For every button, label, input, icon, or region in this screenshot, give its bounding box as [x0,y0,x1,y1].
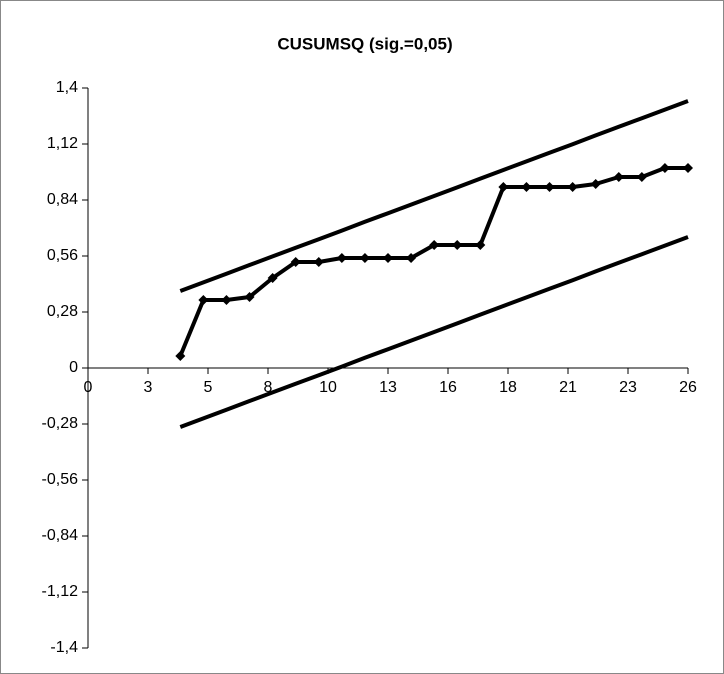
x-tick-label: 13 [379,379,397,396]
x-tick-label: 21 [559,379,577,396]
y-tick-label: -1,4 [50,639,78,656]
marker [544,182,555,192]
x-tick-label: 10 [319,379,337,396]
marker [475,240,486,250]
x-tick-label: 3 [144,379,153,396]
marker [221,295,232,305]
marker [383,253,393,263]
marker [406,253,417,263]
marker [429,240,440,250]
y-tick-label: -0,84 [42,527,79,544]
x-tick-label: 8 [264,379,273,396]
y-tick-label: 0,56 [47,247,78,264]
series-line [179,235,689,429]
marker [244,292,255,302]
marker [659,163,670,173]
marker [567,182,578,192]
marker [290,257,301,267]
y-tick-label: -1,12 [42,583,79,600]
y-tick-label: 0,84 [47,191,78,208]
y-tick-label: 0,28 [47,303,78,320]
x-tick-label: 23 [619,379,637,396]
marker [267,273,278,283]
marker [590,179,601,189]
marker [313,257,324,267]
x-tick-label: 16 [439,379,457,396]
y-tick-label: -0,56 [42,471,79,488]
y-tick-label: -0,28 [42,415,79,432]
marker [175,351,186,361]
marker [498,182,509,192]
x-tick-label: 26 [679,379,697,396]
marker [198,295,209,305]
marker [336,253,347,263]
y-tick-label: 1,4 [56,79,78,96]
y-tick-label: 0 [69,359,78,376]
marker [636,172,647,182]
marker [683,163,693,173]
marker [359,253,370,263]
x-tick-label: 0 [84,379,93,396]
y-tick-label: 1,12 [47,135,78,152]
chart-title: CUSUMSQ (sig.=0,05) [277,34,452,53]
marker [521,182,532,192]
marker [613,172,624,182]
x-tick-label: 18 [499,379,517,396]
series-line [179,99,689,293]
marker [452,240,463,250]
x-tick-label: 5 [204,379,213,396]
